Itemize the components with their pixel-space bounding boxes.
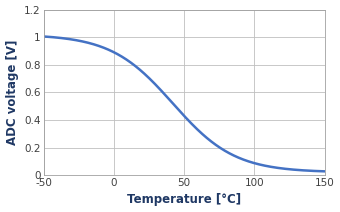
Y-axis label: ADC voltage [V]: ADC voltage [V] (5, 40, 19, 145)
X-axis label: Temperature [°C]: Temperature [°C] (127, 193, 241, 206)
